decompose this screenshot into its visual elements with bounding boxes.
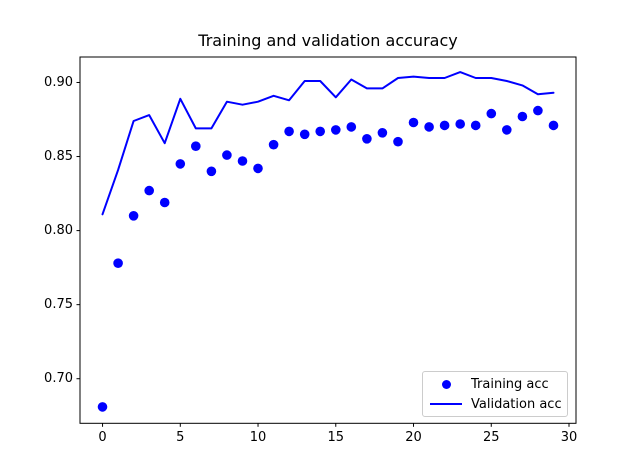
training-point [346,122,357,132]
x-tick-label: 25 [483,430,500,445]
legend-handle [429,379,463,389]
y-tick-label: 0.90 [44,75,73,90]
training-point [144,185,154,196]
training-point [439,120,450,131]
legend-handle [429,402,463,406]
training-point [175,159,186,169]
training-point [206,166,217,177]
legend-label-validation: Validation acc [471,396,562,412]
training-point [331,125,341,135]
training-point [393,136,403,147]
training-point [128,211,139,221]
training-point [237,156,248,166]
training-point [470,120,481,131]
training-point [97,402,108,412]
y-tick-label: 0.70 [44,371,73,386]
legend-item-training: Training acc [429,374,567,394]
y-tick-label: 0.85 [44,149,73,164]
legend-item-validation: Validation acc [429,394,567,414]
training-point [455,119,466,129]
training-point [408,117,419,128]
axes-frame [79,56,577,424]
training-point [113,258,123,269]
training-point [299,129,310,140]
legend-marker-line-icon [430,402,462,406]
training-point [362,134,372,144]
legend: Training acc Validation acc [422,371,568,417]
training-point [424,122,434,132]
training-point [191,141,201,151]
x-tick-label: 15 [328,430,345,445]
y-tick-label: 0.80 [44,223,73,238]
training-point [159,197,170,208]
training-point [533,105,543,116]
training-point [548,120,559,131]
training-point [284,126,294,137]
legend-marker-dot-icon [441,379,451,389]
training-point [315,126,326,137]
x-tick-label: 10 [250,430,267,445]
training-point [486,108,497,119]
training-point [502,125,512,135]
x-tick-label: 20 [405,430,422,445]
training-point [222,150,232,160]
validation-line [101,71,555,216]
training-point [377,128,388,138]
training-point [517,111,528,122]
training-point [253,163,263,174]
legend-label-training: Training acc [471,376,549,392]
x-tick-label: 0 [98,430,106,445]
y-tick-label: 0.75 [44,297,73,312]
x-tick-label: 30 [561,430,578,445]
x-tick-label: 5 [176,430,184,445]
chart-title: Training and validation accuracy [198,31,458,50]
training-point [268,139,279,150]
